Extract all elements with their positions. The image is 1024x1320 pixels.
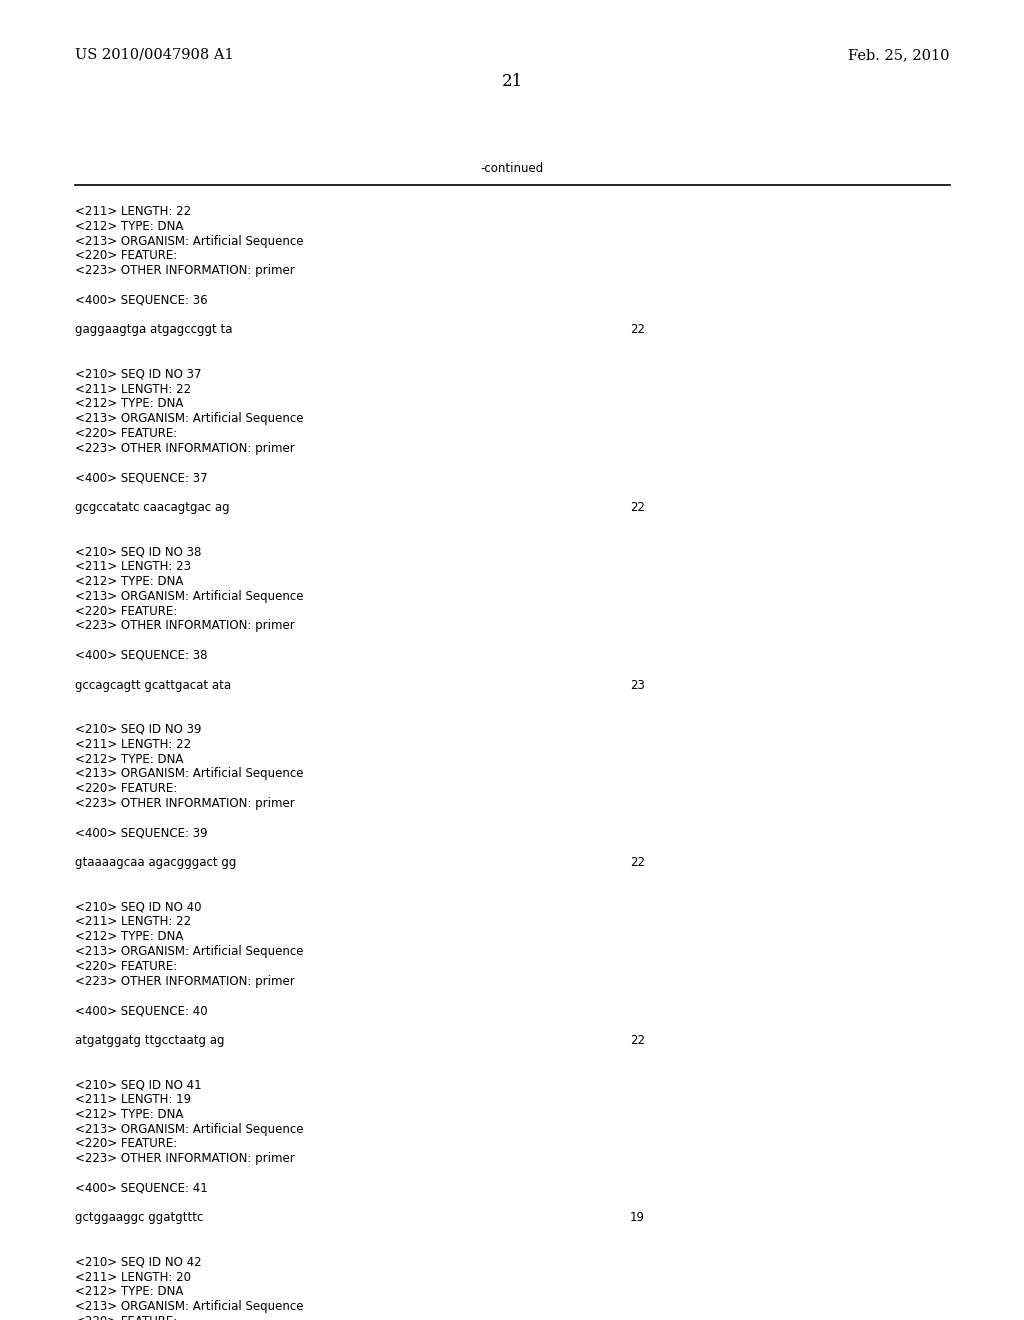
Text: 23: 23 — [630, 678, 645, 692]
Text: <400> SEQUENCE: 40: <400> SEQUENCE: 40 — [75, 1005, 208, 1018]
Text: <220> FEATURE:: <220> FEATURE: — [75, 960, 177, 973]
Text: <400> SEQUENCE: 38: <400> SEQUENCE: 38 — [75, 649, 208, 663]
Text: <213> ORGANISM: Artificial Sequence: <213> ORGANISM: Artificial Sequence — [75, 235, 303, 248]
Text: <211> LENGTH: 22: <211> LENGTH: 22 — [75, 915, 191, 928]
Text: <213> ORGANISM: Artificial Sequence: <213> ORGANISM: Artificial Sequence — [75, 1300, 303, 1313]
Text: <220> FEATURE:: <220> FEATURE: — [75, 426, 177, 440]
Text: <220> FEATURE:: <220> FEATURE: — [75, 249, 177, 263]
Text: Feb. 25, 2010: Feb. 25, 2010 — [849, 48, 950, 62]
Text: <211> LENGTH: 23: <211> LENGTH: 23 — [75, 560, 191, 573]
Text: gctggaaggc ggatgtttc: gctggaaggc ggatgtttc — [75, 1212, 204, 1225]
Text: <213> ORGANISM: Artificial Sequence: <213> ORGANISM: Artificial Sequence — [75, 767, 303, 780]
Text: <213> ORGANISM: Artificial Sequence: <213> ORGANISM: Artificial Sequence — [75, 1122, 303, 1135]
Text: <212> TYPE: DNA: <212> TYPE: DNA — [75, 931, 183, 944]
Text: 22: 22 — [630, 1034, 645, 1047]
Text: <220> FEATURE:: <220> FEATURE: — [75, 783, 177, 795]
Text: <212> TYPE: DNA: <212> TYPE: DNA — [75, 752, 183, 766]
Text: <223> OTHER INFORMATION: primer: <223> OTHER INFORMATION: primer — [75, 1152, 295, 1166]
Text: <212> TYPE: DNA: <212> TYPE: DNA — [75, 1107, 183, 1121]
Text: 22: 22 — [630, 323, 645, 337]
Text: -continued: -continued — [480, 161, 544, 174]
Text: <223> OTHER INFORMATION: primer: <223> OTHER INFORMATION: primer — [75, 974, 295, 987]
Text: <210> SEQ ID NO 37: <210> SEQ ID NO 37 — [75, 368, 202, 380]
Text: <210> SEQ ID NO 38: <210> SEQ ID NO 38 — [75, 545, 202, 558]
Text: <210> SEQ ID NO 39: <210> SEQ ID NO 39 — [75, 723, 202, 737]
Text: <212> TYPE: DNA: <212> TYPE: DNA — [75, 1286, 183, 1299]
Text: 19: 19 — [630, 1212, 645, 1225]
Text: <213> ORGANISM: Artificial Sequence: <213> ORGANISM: Artificial Sequence — [75, 590, 303, 603]
Text: <400> SEQUENCE: 41: <400> SEQUENCE: 41 — [75, 1181, 208, 1195]
Text: <213> ORGANISM: Artificial Sequence: <213> ORGANISM: Artificial Sequence — [75, 412, 303, 425]
Text: <223> OTHER INFORMATION: primer: <223> OTHER INFORMATION: primer — [75, 619, 295, 632]
Text: <211> LENGTH: 22: <211> LENGTH: 22 — [75, 383, 191, 396]
Text: 22: 22 — [630, 502, 645, 513]
Text: <220> FEATURE:: <220> FEATURE: — [75, 1315, 177, 1320]
Text: <212> TYPE: DNA: <212> TYPE: DNA — [75, 576, 183, 587]
Text: <211> LENGTH: 22: <211> LENGTH: 22 — [75, 205, 191, 218]
Text: <210> SEQ ID NO 42: <210> SEQ ID NO 42 — [75, 1255, 202, 1269]
Text: <223> OTHER INFORMATION: primer: <223> OTHER INFORMATION: primer — [75, 264, 295, 277]
Text: <400> SEQUENCE: 36: <400> SEQUENCE: 36 — [75, 294, 208, 306]
Text: US 2010/0047908 A1: US 2010/0047908 A1 — [75, 48, 233, 62]
Text: gccagcagtt gcattgacat ata: gccagcagtt gcattgacat ata — [75, 678, 231, 692]
Text: <220> FEATURE:: <220> FEATURE: — [75, 1138, 177, 1151]
Text: <223> OTHER INFORMATION: primer: <223> OTHER INFORMATION: primer — [75, 442, 295, 455]
Text: <210> SEQ ID NO 41: <210> SEQ ID NO 41 — [75, 1078, 202, 1092]
Text: 22: 22 — [630, 857, 645, 869]
Text: <211> LENGTH: 19: <211> LENGTH: 19 — [75, 1093, 191, 1106]
Text: <212> TYPE: DNA: <212> TYPE: DNA — [75, 220, 183, 232]
Text: <212> TYPE: DNA: <212> TYPE: DNA — [75, 397, 183, 411]
Text: gaggaagtga atgagccggt ta: gaggaagtga atgagccggt ta — [75, 323, 232, 337]
Text: <210> SEQ ID NO 40: <210> SEQ ID NO 40 — [75, 900, 202, 913]
Text: 21: 21 — [502, 74, 522, 91]
Text: <211> LENGTH: 22: <211> LENGTH: 22 — [75, 738, 191, 751]
Text: <400> SEQUENCE: 39: <400> SEQUENCE: 39 — [75, 826, 208, 840]
Text: <220> FEATURE:: <220> FEATURE: — [75, 605, 177, 618]
Text: <213> ORGANISM: Artificial Sequence: <213> ORGANISM: Artificial Sequence — [75, 945, 303, 958]
Text: gcgccatatc caacagtgac ag: gcgccatatc caacagtgac ag — [75, 502, 229, 513]
Text: atgatggatg ttgcctaatg ag: atgatggatg ttgcctaatg ag — [75, 1034, 224, 1047]
Text: <400> SEQUENCE: 37: <400> SEQUENCE: 37 — [75, 471, 208, 484]
Text: gtaaaagcaa agacgggact gg: gtaaaagcaa agacgggact gg — [75, 857, 237, 869]
Text: <223> OTHER INFORMATION: primer: <223> OTHER INFORMATION: primer — [75, 797, 295, 810]
Text: <211> LENGTH: 20: <211> LENGTH: 20 — [75, 1271, 191, 1283]
